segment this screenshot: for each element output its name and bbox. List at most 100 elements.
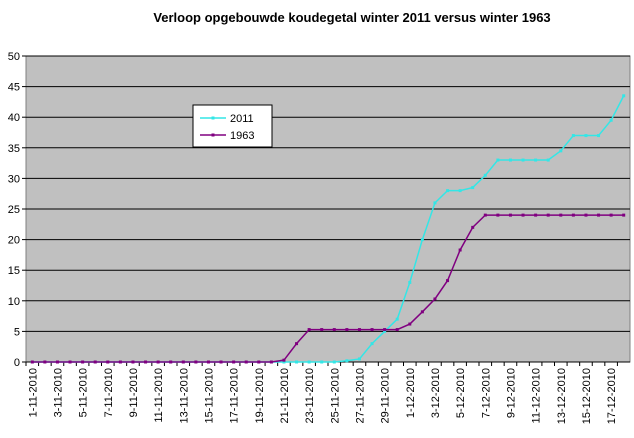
data-point (408, 322, 412, 326)
y-tick-label: 15 (8, 265, 20, 277)
x-tick-label: 17-11-2010 (229, 368, 241, 423)
data-point (320, 328, 324, 332)
data-point (559, 213, 563, 217)
x-tick-label: 19-11-2010 (254, 368, 266, 423)
legend: 2011 1963 (192, 104, 273, 148)
legend-label: 2011 (230, 113, 254, 125)
data-point (609, 118, 613, 122)
data-point (584, 213, 588, 217)
data-point (332, 328, 336, 332)
data-point (370, 328, 374, 332)
data-point (559, 149, 563, 153)
data-point (332, 360, 336, 364)
y-tick-label: 40 (8, 112, 20, 124)
data-point (496, 158, 500, 162)
data-point (446, 279, 450, 283)
y-tick-label: 25 (8, 204, 20, 216)
data-point (420, 310, 424, 314)
data-point (106, 360, 110, 364)
data-point (496, 213, 500, 217)
data-point (420, 238, 424, 242)
x-tick-label: 11-12-2010 (531, 368, 543, 423)
data-point (93, 360, 97, 364)
x-tick-label: 9-11-2010 (128, 368, 140, 417)
y-tick-label: 50 (8, 51, 20, 63)
y-tick-label: 20 (8, 235, 20, 247)
y-tick-label: 45 (8, 82, 20, 94)
data-point (68, 360, 72, 364)
x-tick-label: 7-11-2010 (103, 368, 115, 417)
data-point (408, 280, 412, 284)
data-point (345, 359, 349, 363)
data-point (622, 94, 626, 98)
data-point (508, 213, 512, 217)
y-tick-label: 5 (14, 326, 20, 338)
data-point (131, 360, 135, 364)
data-point (546, 158, 550, 162)
y-tick-label: 35 (8, 143, 20, 155)
data-point (622, 213, 626, 217)
data-point (169, 360, 173, 364)
legend-marker (211, 116, 215, 120)
x-tick-label: 5-11-2010 (78, 368, 90, 417)
data-point (244, 360, 248, 364)
x-tick-label: 21-11-2010 (279, 368, 291, 423)
legend-box (192, 104, 273, 148)
data-point (534, 158, 538, 162)
data-point (144, 360, 148, 364)
x-tick-label: 15-11-2010 (203, 368, 215, 423)
legend-marker (211, 133, 215, 137)
data-point (483, 213, 487, 217)
data-point (446, 189, 450, 193)
data-point (357, 357, 361, 361)
data-point (307, 360, 311, 364)
y-tick-label: 0 (14, 357, 20, 369)
data-point (571, 134, 575, 138)
data-point (571, 213, 575, 217)
data-point (357, 328, 361, 332)
x-tick-label: 3-11-2010 (52, 368, 64, 417)
data-point (295, 360, 299, 364)
data-point (232, 360, 236, 364)
data-point (483, 173, 487, 177)
data-point (30, 360, 34, 364)
data-point (534, 213, 538, 217)
x-tick-label: 23-11-2010 (304, 368, 316, 423)
x-tick-label: 13-11-2010 (178, 368, 190, 423)
data-point (471, 186, 475, 190)
data-point (383, 328, 387, 332)
x-tick-label: 13-12-2010 (556, 368, 568, 424)
x-tick-label: 15-12-2010 (581, 368, 593, 424)
data-point (307, 328, 311, 332)
data-point (521, 213, 525, 217)
data-point (508, 158, 512, 162)
x-tick-label: 7-12-2010 (480, 368, 492, 418)
data-point (282, 360, 286, 364)
data-point (395, 328, 399, 332)
legend-label: 1963 (230, 130, 254, 142)
data-point (282, 358, 286, 362)
x-tick-label: 1-12-2010 (405, 368, 417, 418)
data-point (521, 158, 525, 162)
data-point (269, 360, 273, 364)
y-tick-label: 30 (8, 173, 20, 185)
data-point (156, 360, 160, 364)
data-point (181, 360, 185, 364)
data-point (370, 342, 374, 346)
data-point (345, 328, 349, 332)
data-point (597, 213, 601, 217)
data-point (320, 360, 324, 364)
data-point (471, 225, 475, 229)
data-point (118, 360, 122, 364)
y-tick-label: 10 (8, 296, 20, 308)
data-point (597, 134, 601, 138)
x-tick-label: 3-12-2010 (430, 368, 442, 418)
x-tick-label: 25-11-2010 (329, 368, 341, 423)
data-point (43, 360, 47, 364)
data-point (194, 360, 198, 364)
data-point (257, 360, 261, 364)
x-tick-label: 9-12-2010 (505, 368, 517, 418)
x-tick-label: 17-12-2010 (606, 368, 618, 424)
data-point (609, 213, 613, 217)
data-point (206, 360, 210, 364)
